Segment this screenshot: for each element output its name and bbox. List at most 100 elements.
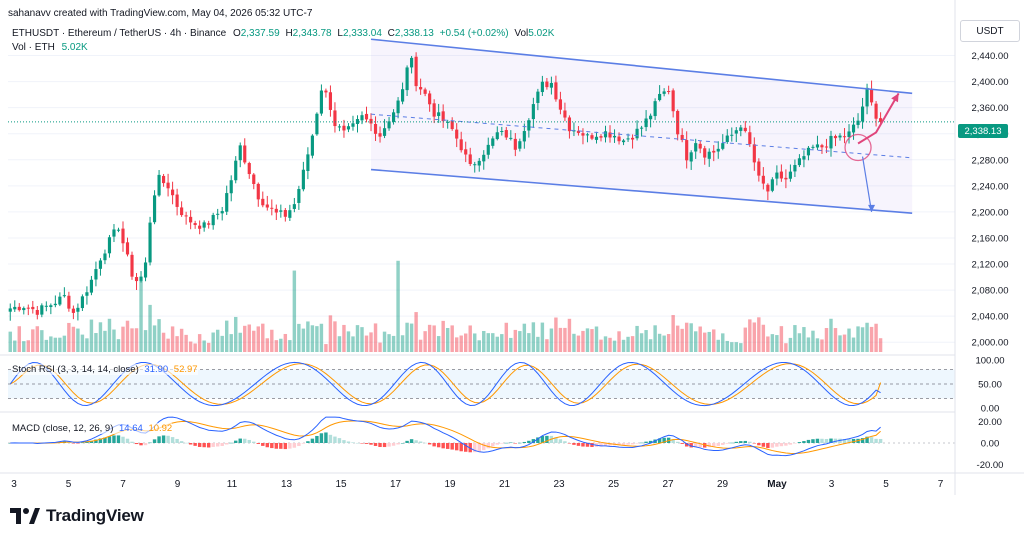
candle-body	[44, 305, 48, 307]
time-tick-label: 3	[11, 479, 17, 490]
volume-bar	[414, 312, 418, 352]
macd-histogram-bar	[500, 443, 504, 444]
macd-histogram-bar	[811, 439, 815, 443]
macd-histogram-bar	[67, 442, 71, 443]
candle-body	[315, 113, 319, 135]
volume-bar	[518, 331, 522, 352]
candle-body	[116, 229, 121, 231]
macd-histogram-bar	[802, 441, 806, 443]
macd-histogram-bar	[693, 443, 698, 448]
last-price-tag: 2,338.13	[958, 124, 1008, 138]
macd-label: MACD (close, 12, 26, 9)	[12, 423, 114, 434]
volume-bar	[35, 326, 40, 352]
volume-bar	[815, 338, 820, 352]
volume-bar	[220, 335, 224, 352]
macd-histogram-bar	[76, 443, 80, 444]
macd-histogram-bar	[540, 436, 545, 443]
candle-body	[617, 136, 621, 142]
macd-histogram-bar	[378, 443, 382, 447]
macd-histogram-bar	[436, 443, 441, 448]
volume-bar	[635, 325, 639, 352]
volume-bar	[243, 325, 247, 352]
volume-bar	[869, 326, 874, 352]
volume-bar	[40, 330, 44, 352]
candle-body	[157, 174, 161, 196]
time-tick-label: 13	[281, 479, 293, 490]
volume-bar	[851, 337, 856, 352]
candle-body	[811, 146, 815, 148]
macd-histogram-bar	[639, 442, 644, 444]
macd-histogram-bar	[315, 435, 319, 443]
volume-bar	[811, 330, 815, 352]
volume-bar	[675, 325, 680, 352]
candle-body	[860, 106, 865, 122]
macd-histogram-bar	[865, 436, 869, 443]
volume-bar	[657, 333, 662, 352]
volume-bar	[301, 328, 306, 352]
volume-bar	[707, 331, 711, 352]
macd-histogram-bar	[536, 437, 540, 443]
candle-body	[847, 131, 851, 138]
macd-histogram-bar	[585, 443, 590, 447]
candle-body	[252, 174, 256, 185]
macd-histogram-bar	[743, 440, 748, 443]
volume-bar	[179, 328, 184, 352]
macd-histogram-bar	[454, 443, 459, 451]
volume-bar	[766, 336, 770, 352]
symbol-legend: ETHUSDT · Ethereum / TetherUS · 4h · Bin…	[12, 28, 554, 39]
volume-bar	[445, 328, 450, 352]
volume-bar	[346, 331, 351, 352]
macd-histogram-bar	[166, 435, 170, 443]
volume-bar	[197, 334, 202, 352]
volume-bar	[44, 339, 49, 352]
candle-body	[473, 164, 477, 166]
volume-bar	[161, 332, 166, 352]
macd-histogram-bar	[243, 438, 247, 443]
time-tick-label: 11	[227, 479, 238, 490]
candle-body	[477, 160, 481, 166]
candle-body	[491, 138, 495, 146]
open-label: O	[232, 28, 241, 39]
high-value: 2,343.78	[292, 28, 332, 39]
volume-bar	[107, 318, 112, 352]
volume-bar	[143, 330, 148, 352]
candle-body	[716, 148, 720, 152]
volume-bar	[337, 336, 342, 352]
volume-bar	[80, 334, 85, 352]
volume-bar	[874, 323, 878, 352]
macd-histogram-bar	[360, 443, 364, 444]
time-tick-label: 3	[829, 479, 835, 490]
price-tick-label: 2,200.00	[972, 207, 1009, 218]
volume-bar	[486, 333, 490, 352]
candle-body	[229, 180, 233, 194]
candle-body	[612, 135, 617, 138]
candle-body	[189, 216, 193, 223]
macd-histogram-bar	[630, 443, 635, 445]
volume-bar	[797, 333, 802, 352]
volume-bar	[662, 335, 666, 352]
time-tick-label: 5	[66, 479, 72, 490]
time-tick-label: 5	[883, 479, 889, 490]
candle-body	[13, 306, 17, 310]
close-value: 2,338.13	[394, 28, 434, 39]
macd-histogram-bar	[518, 442, 522, 444]
macd-histogram-bar	[730, 442, 734, 444]
volume-bar	[71, 326, 76, 352]
time-tick-label: 25	[608, 479, 620, 490]
macd-histogram-bar	[590, 443, 594, 447]
candle-body	[734, 130, 738, 134]
macd-histogram-bar	[328, 434, 333, 443]
currency-button[interactable]: USDT	[960, 20, 1020, 42]
volume-bar	[391, 335, 396, 352]
macd-histogram-bar	[288, 443, 292, 449]
volume-bar	[310, 325, 315, 352]
volume-bar	[860, 327, 865, 352]
macd-histogram-bar	[621, 443, 626, 446]
time-tick-label: 7	[938, 479, 944, 490]
volume-bar	[644, 330, 648, 352]
volume-bar	[743, 327, 748, 352]
volume-bar	[103, 330, 107, 352]
candle-body	[162, 175, 166, 184]
volume-bar	[784, 343, 788, 352]
